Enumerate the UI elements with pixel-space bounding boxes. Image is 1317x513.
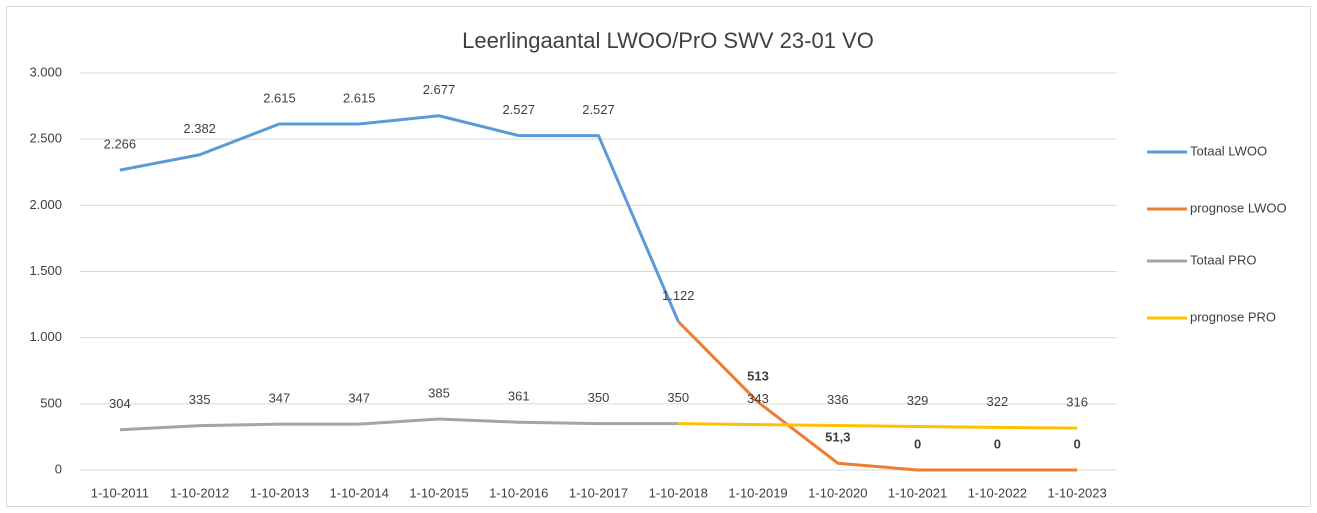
y-tick-label: 2.000 [29, 197, 62, 212]
data-label: 51,3 [825, 430, 850, 445]
data-label: 350 [588, 390, 610, 405]
x-tick-label: 1-10-2016 [489, 485, 548, 500]
data-label: 0 [914, 436, 921, 451]
data-label: 0 [1073, 436, 1080, 451]
x-tick-label: 1-10-2018 [649, 485, 708, 500]
data-label: 343 [747, 391, 769, 406]
x-tick-label: 1-10-2012 [170, 485, 229, 500]
x-tick-label: 1-10-2021 [888, 485, 947, 500]
y-tick-label: 1.000 [29, 329, 62, 344]
x-tick-label: 1-10-2017 [569, 485, 628, 500]
y-tick-label: 2.500 [29, 131, 62, 146]
legend-label: prognose LWOO [1190, 200, 1287, 215]
chart-border [6, 6, 1311, 507]
x-tick-label: 1-10-2022 [968, 485, 1027, 500]
legend-label: Totaal LWOO [1190, 143, 1267, 158]
data-label: 513 [747, 369, 769, 384]
legend-label: prognose PRO [1190, 309, 1276, 324]
x-tick-label: 1-10-2019 [728, 485, 787, 500]
data-label: 0 [994, 436, 1001, 451]
data-label: 2.615 [263, 90, 296, 105]
data-label: 347 [348, 391, 370, 406]
data-label: 304 [109, 396, 131, 411]
y-tick-label: 1.500 [29, 263, 62, 278]
data-label: 336 [827, 392, 849, 407]
data-label: 1.122 [662, 288, 695, 303]
x-tick-label: 1-10-2011 [91, 485, 149, 500]
data-label: 385 [428, 385, 450, 400]
x-tick-label: 1-10-2013 [250, 485, 309, 500]
series-line [119, 417, 679, 432]
data-label: 2.527 [502, 102, 535, 117]
data-label: 329 [907, 393, 929, 408]
data-label: 2.677 [423, 82, 456, 97]
y-tick-label: 0 [55, 461, 62, 476]
y-tick-label: 3.000 [29, 64, 62, 79]
x-tick-label: 1-10-2023 [1047, 485, 1106, 500]
series-line [678, 422, 1078, 430]
data-label: 347 [269, 391, 291, 406]
x-tick-label: 1-10-2015 [409, 485, 468, 500]
y-tick-label: 500 [40, 395, 62, 410]
series-line [677, 320, 1078, 472]
legend-label: Totaal PRO [1190, 252, 1256, 267]
data-label: 316 [1066, 395, 1088, 410]
data-label: 335 [189, 392, 211, 407]
data-label: 2.382 [183, 121, 216, 136]
data-label: 361 [508, 389, 530, 404]
data-label: 350 [667, 390, 689, 405]
series-line [119, 114, 680, 323]
x-tick-label: 1-10-2014 [330, 485, 389, 500]
x-tick-label: 1-10-2020 [808, 485, 867, 500]
data-label: 2.615 [343, 90, 376, 105]
chart-title: Leerlingaantal LWOO/PrO SWV 23-01 VO [462, 28, 874, 53]
data-label: 322 [986, 394, 1008, 409]
data-label: 2.527 [582, 102, 615, 117]
data-label: 2.266 [104, 137, 137, 152]
